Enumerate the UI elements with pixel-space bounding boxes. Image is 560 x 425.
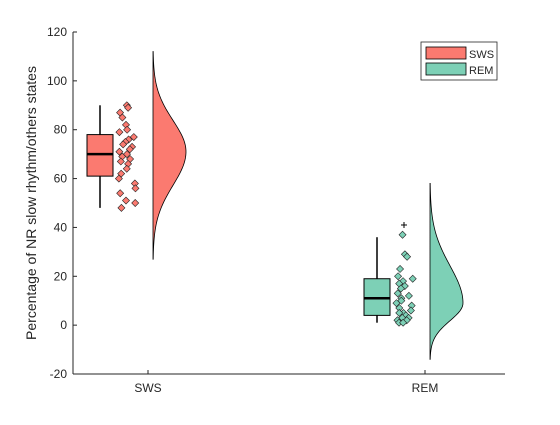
boxplots (86, 105, 407, 323)
data-point-sws (131, 184, 140, 193)
data-point-sws (116, 157, 125, 166)
legend-label-sws: SWS (469, 49, 494, 61)
data-point-rem (395, 318, 403, 327)
data-point-sws (115, 147, 124, 156)
data-point-rem (408, 274, 417, 283)
y-tick-label: 40 (54, 220, 68, 234)
data-point-sws (116, 189, 125, 198)
data-point-sws (131, 199, 140, 207)
y-tick-label: 100 (47, 74, 67, 88)
data-point-rem (395, 308, 404, 317)
data-point-rem (393, 289, 402, 298)
data-point-sws (114, 174, 123, 183)
data-point-sws (119, 140, 128, 149)
data-point-sws (117, 203, 126, 212)
y-tick-label: 20 (54, 269, 68, 283)
data-point-rem (396, 264, 405, 273)
y-tick-label: 60 (54, 172, 68, 186)
outlier-marker-rem (401, 221, 407, 228)
legend-swatch-rem (425, 62, 467, 76)
data-point-sws (129, 133, 138, 142)
data-point-rem (399, 318, 408, 327)
tick-labels: -20 0 20 40 60 80 100 120 SWS REM (47, 25, 438, 395)
data-point-sws (115, 128, 124, 137)
y-tick-label: 80 (54, 123, 68, 137)
data-point-sws (122, 196, 130, 205)
data-point-rem (392, 299, 401, 308)
data-point-rem (394, 272, 403, 281)
data-point-sws (122, 164, 131, 173)
scatter-points (114, 101, 417, 327)
data-point-sws (130, 179, 139, 188)
data-point-rem (403, 252, 412, 261)
y-tick-label: 120 (47, 25, 67, 39)
data-point-rem (406, 306, 415, 315)
legend-swatch-sws (425, 46, 467, 60)
data-point-rem (396, 284, 405, 293)
axes (72, 31, 505, 375)
density-cloud-rem (429, 183, 464, 360)
data-point-sws (125, 145, 134, 154)
data-point-rem (398, 230, 407, 239)
density-cloud-sws (152, 51, 187, 260)
data-point-sws (123, 125, 132, 134)
y-tick-label: 0 (60, 318, 67, 332)
legend-label-rem: REM (469, 65, 493, 77)
density-clouds (152, 51, 464, 360)
data-point-rem (395, 304, 404, 313)
y-axis-label: Percentage of NR slow rhythm/others stat… (23, 66, 39, 340)
data-point-sws (118, 113, 127, 122)
y-tick-label: -20 (50, 367, 68, 381)
x-tick-label: SWS (134, 381, 161, 395)
data-point-rem (407, 301, 416, 310)
legend: SWS REM (420, 41, 498, 81)
data-point-sws (124, 103, 133, 112)
x-tick-label: REM (412, 381, 439, 395)
data-point-rem (404, 291, 413, 300)
